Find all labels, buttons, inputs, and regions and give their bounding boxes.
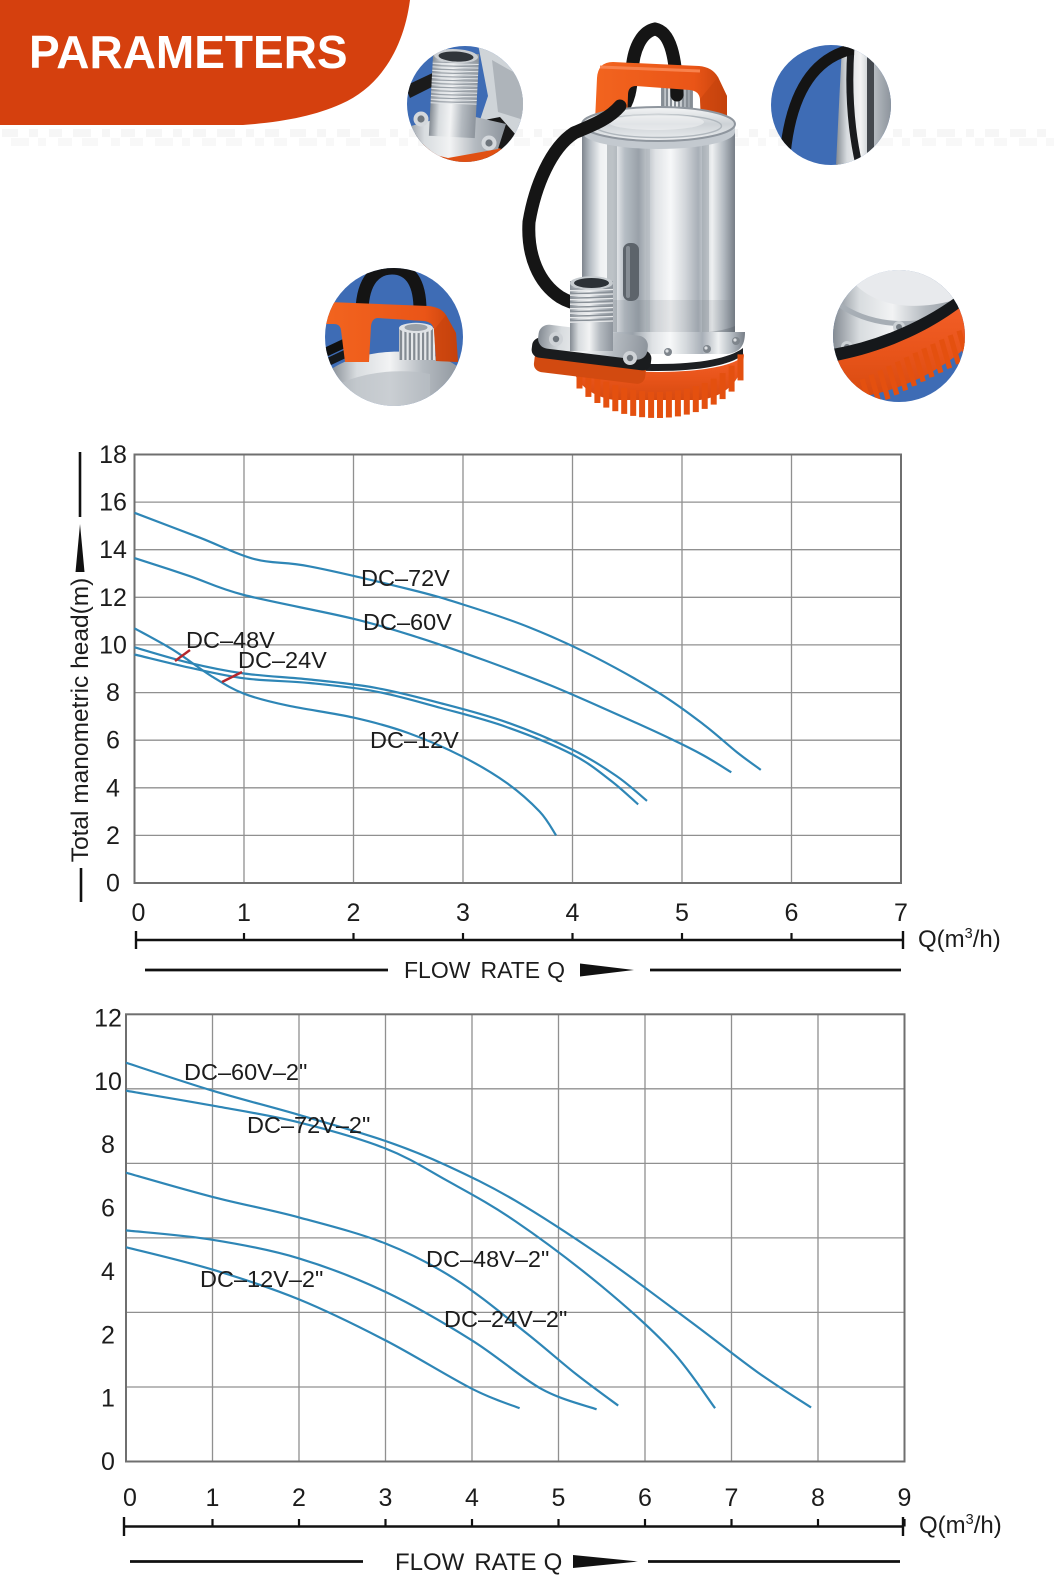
svg-text:DC–12V: DC–12V [370,727,459,753]
svg-text:8: 8 [101,1131,115,1159]
svg-text:0: 0 [132,899,146,927]
svg-text:6: 6 [101,1195,115,1223]
svg-text:12: 12 [94,1005,122,1033]
svg-text:DC–72V: DC–72V [361,565,450,591]
svg-text:5: 5 [552,1484,566,1512]
svg-text:6: 6 [106,727,120,755]
svg-text:8: 8 [106,679,120,707]
svg-text:DC–12V–2": DC–12V–2" [200,1266,323,1292]
svg-text:Total manometric head(m): Total manometric head(m) [67,578,94,863]
svg-text:2: 2 [106,822,120,850]
svg-text:6: 6 [785,899,799,927]
svg-text:3: 3 [456,899,470,927]
svg-text:18: 18 [99,441,127,469]
svg-text:DC–48V: DC–48V [186,627,275,653]
svg-text:1: 1 [206,1484,220,1512]
svg-text:7: 7 [894,899,908,927]
svg-text:0: 0 [101,1448,115,1476]
svg-text:16: 16 [99,489,127,517]
svg-text:5: 5 [675,899,689,927]
svg-text:10: 10 [94,1068,122,1096]
svg-text:12: 12 [99,584,127,612]
svg-text:1: 1 [237,899,251,927]
svg-text:2: 2 [347,899,361,927]
svg-text:DC–60V: DC–60V [363,609,452,635]
svg-text:1: 1 [101,1385,115,1413]
svg-text:10: 10 [99,631,127,659]
svg-text:4: 4 [566,899,580,927]
svg-text:Q(m3/h): Q(m3/h) [918,926,1001,953]
svg-text:0: 0 [106,870,120,898]
svg-text:DC–60V–2": DC–60V–2" [184,1059,307,1085]
svg-text:2: 2 [292,1484,306,1512]
svg-text:Q(m3/h): Q(m3/h) [919,1512,1002,1539]
svg-text:7: 7 [725,1484,739,1512]
svg-text:4: 4 [101,1258,115,1286]
svg-text:DC–24V: DC–24V [238,647,327,673]
svg-text:2: 2 [101,1321,115,1349]
svg-text:3: 3 [379,1484,393,1512]
svg-text:PARAMETERS: PARAMETERS [29,26,348,78]
svg-text:DC–48V–2": DC–48V–2" [426,1246,549,1272]
svg-text:14: 14 [99,536,127,564]
svg-text:0: 0 [123,1484,137,1512]
svg-text:DC–24V–2": DC–24V–2" [444,1306,567,1332]
svg-text:8: 8 [811,1484,825,1512]
svg-text:DC–72V–2": DC–72V–2" [247,1112,370,1138]
svg-text:6: 6 [638,1484,652,1512]
svg-text:9: 9 [898,1484,912,1512]
svg-text:4: 4 [106,774,120,802]
svg-text:4: 4 [465,1484,479,1512]
